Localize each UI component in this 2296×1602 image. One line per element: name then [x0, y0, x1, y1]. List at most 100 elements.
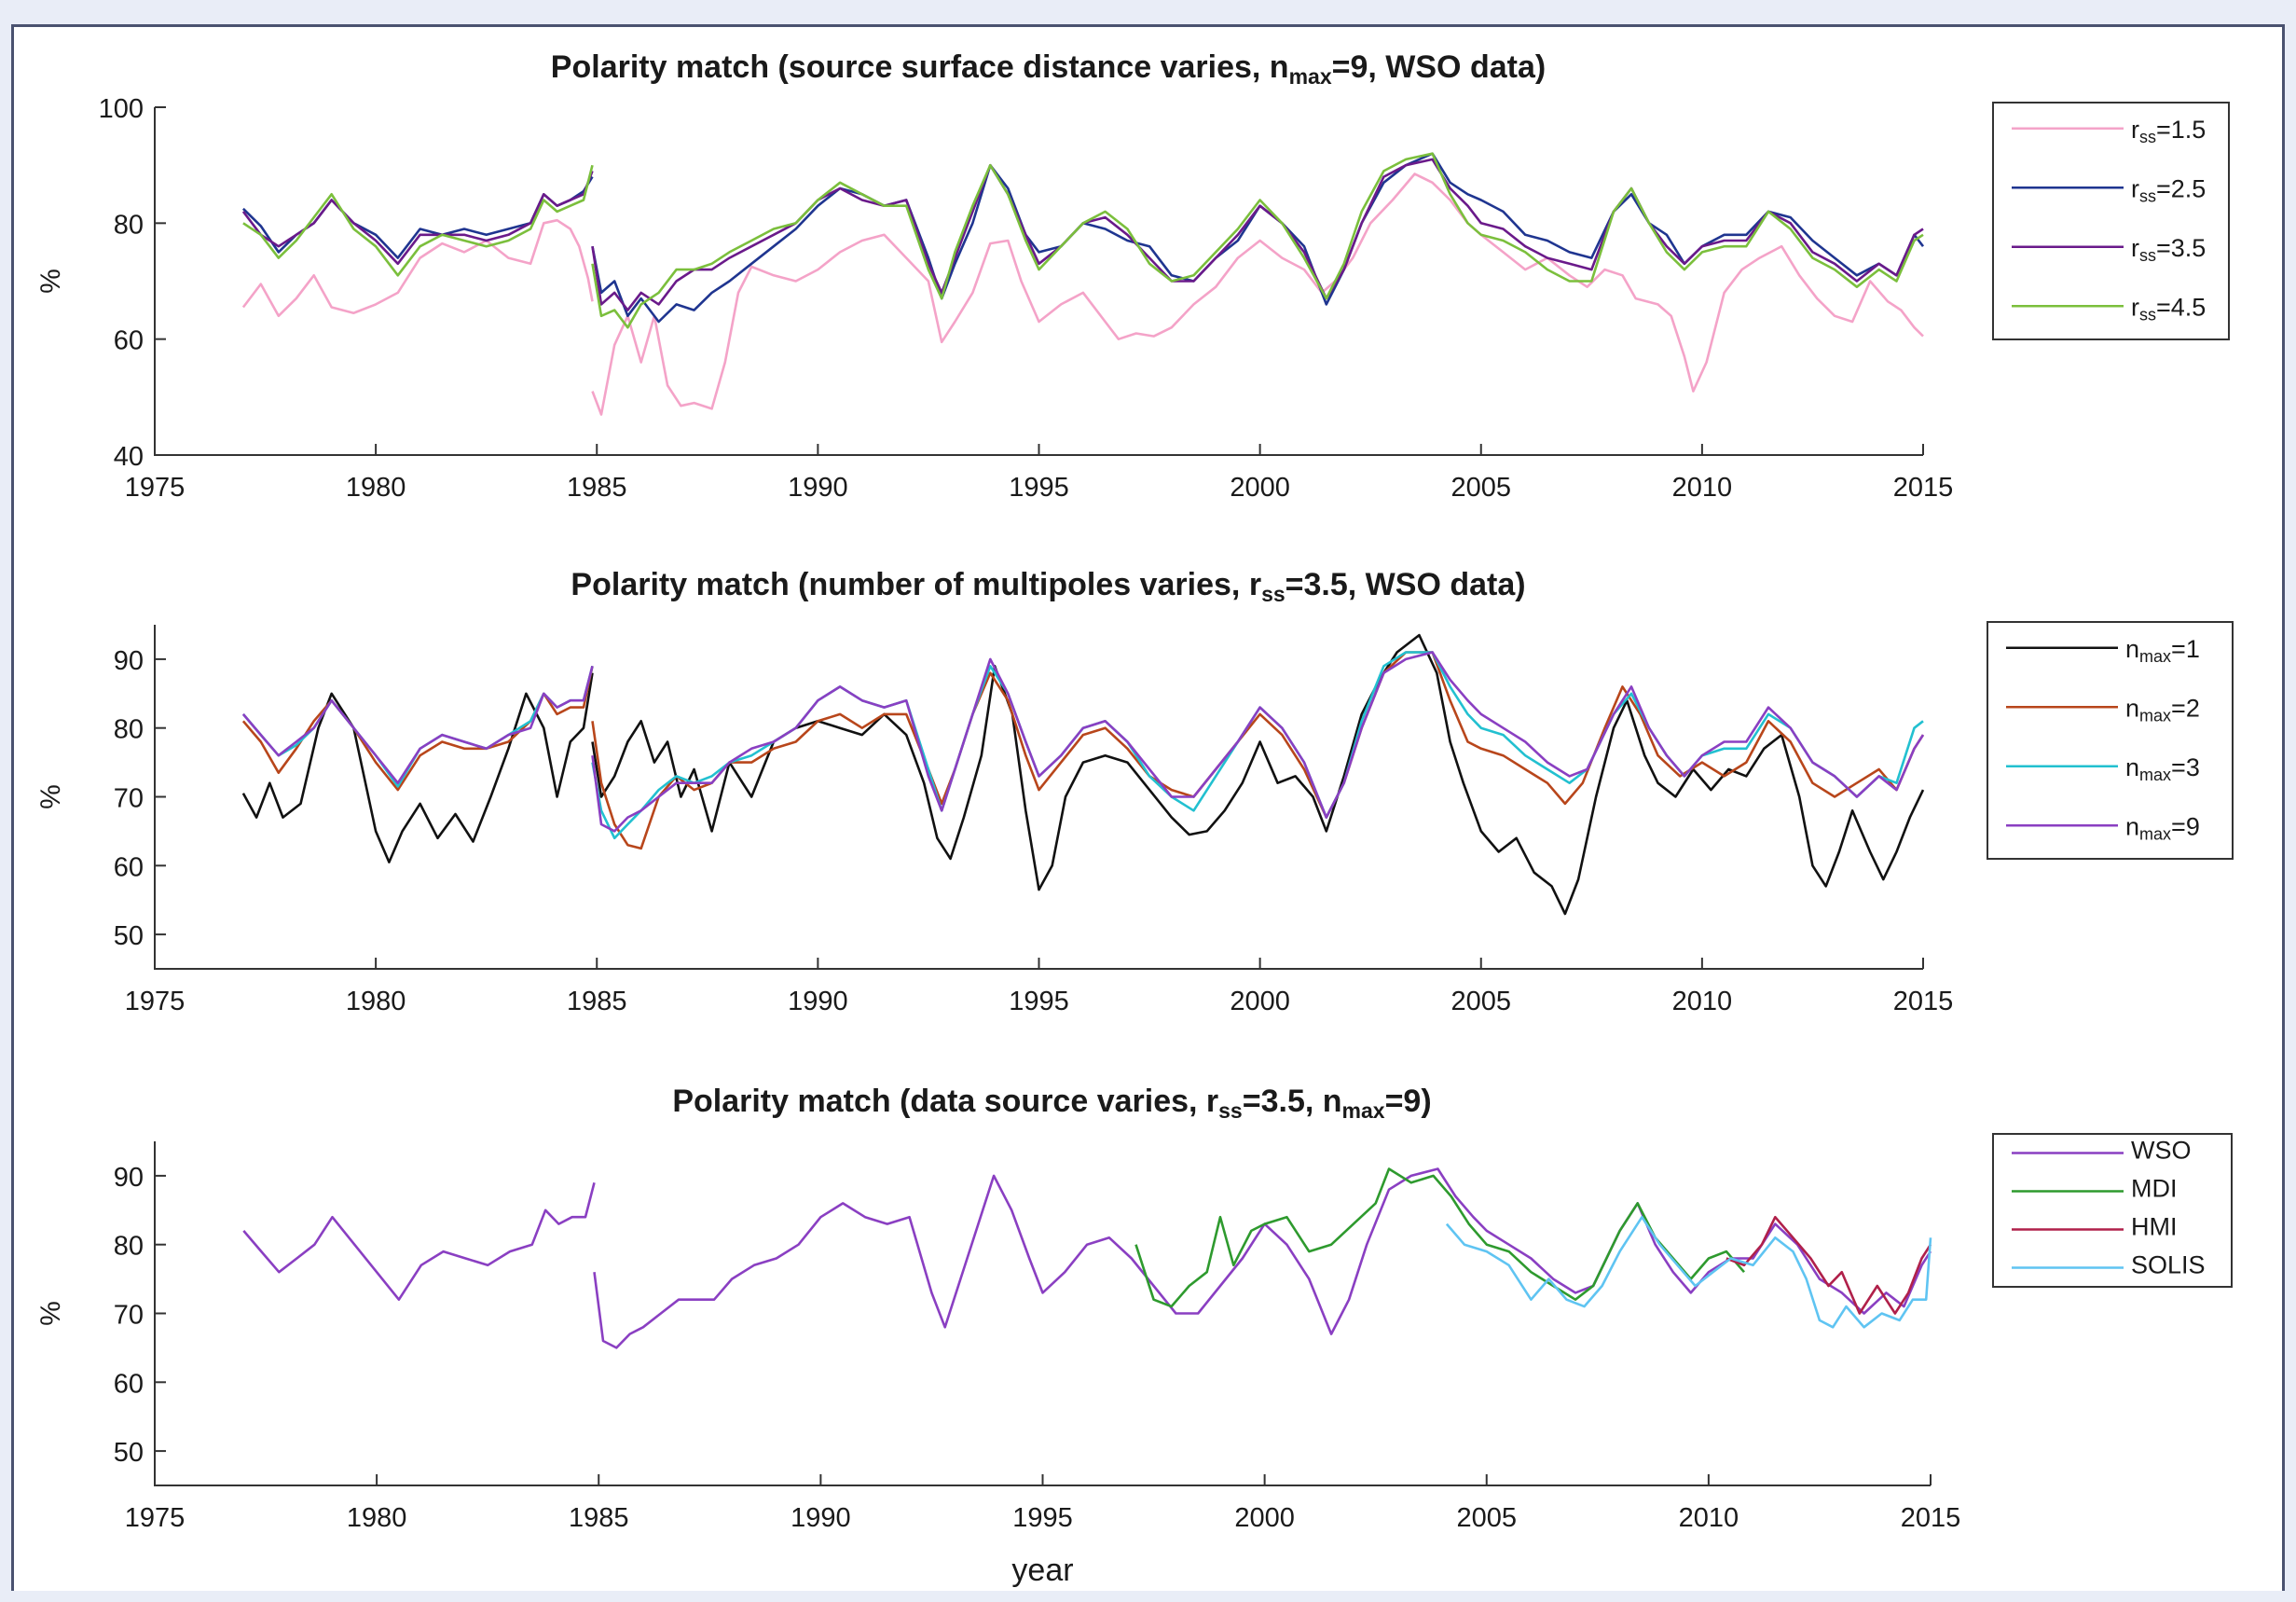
chart-panel-2: Polarity match (number of multipoles var… — [35, 567, 2234, 1016]
x-tick-label: 1985 — [567, 473, 627, 503]
series-line-segment — [591, 152, 1924, 329]
series-line-segment — [241, 672, 594, 863]
series-line-segment — [591, 173, 1924, 416]
series-line-segment — [241, 665, 594, 784]
chart-panel-1: Polarity match (source surface distance … — [35, 49, 2230, 503]
series-n9 — [241, 651, 1925, 833]
series-mdi — [1134, 1167, 1745, 1308]
y-tick-label: 70 — [114, 1301, 144, 1331]
series-line-segment — [1134, 1167, 1745, 1308]
y-tick-label: 90 — [114, 1163, 144, 1193]
series-line-segment — [591, 651, 1925, 850]
legend-entry-label: MDI — [2131, 1175, 2178, 1203]
y-tick-label: 60 — [114, 326, 144, 356]
x-tick-label: 1990 — [788, 473, 848, 503]
series-line-segment — [241, 218, 594, 318]
series-solis — [1445, 1215, 1932, 1329]
x-tick-label: 1990 — [788, 987, 848, 1016]
y-axis-label: % — [35, 784, 66, 809]
series-line-segment — [591, 158, 1924, 311]
legend-box — [1987, 621, 2234, 860]
figure-frame: Polarity match (source surface distance … — [11, 24, 2285, 1591]
y-tick-label: 60 — [114, 1369, 144, 1399]
figure-canvas: Polarity match (source surface distance … — [35, 49, 2234, 1588]
series-line-segment — [241, 665, 594, 788]
series-wso — [242, 1167, 1932, 1349]
legend-box — [1992, 102, 2230, 340]
legend-entry-label: rss=3.5 — [2131, 234, 2206, 265]
y-tick-label: 40 — [114, 442, 144, 472]
axes-lines — [154, 107, 1923, 456]
x-tick-label: 2000 — [1234, 1503, 1295, 1533]
y-axis-label: % — [35, 1301, 66, 1326]
x-tick-label: 1995 — [1012, 1503, 1073, 1533]
series-line-segment — [241, 175, 594, 259]
x-tick-label: 1995 — [1009, 473, 1069, 503]
legend-entry-label: nmax=3 — [2125, 753, 2200, 784]
chart-title: Polarity match (source surface distance … — [551, 49, 1546, 89]
x-tick-label: 1995 — [1009, 987, 1069, 1016]
series-n1 — [241, 633, 1925, 916]
y-axis-label: % — [35, 269, 66, 294]
axes-lines — [154, 1141, 1931, 1486]
y-tick-label: 90 — [114, 646, 144, 676]
x-tick-label: 1985 — [569, 1503, 629, 1533]
legend-entry-label: rss=1.5 — [2131, 116, 2206, 146]
x-tick-label: 1980 — [346, 473, 406, 503]
y-tick-label: 70 — [114, 784, 144, 814]
legend-entry-label: SOLIS — [2131, 1251, 2206, 1279]
series-line-segment — [1725, 1215, 1932, 1315]
legend-entry-label: nmax=1 — [2125, 635, 2200, 666]
x-tick-label: 2010 — [1672, 473, 1733, 503]
series-line-segment — [1445, 1215, 1932, 1329]
series-line-segment — [241, 666, 594, 792]
series-line-segment — [242, 1181, 596, 1301]
chart-title: Polarity match (number of multipoles var… — [571, 567, 1525, 606]
series-n2 — [241, 651, 1925, 850]
series-r4.5 — [242, 152, 1924, 329]
x-tick-label: 1975 — [125, 1503, 186, 1533]
legend-entry-label: nmax=9 — [2125, 812, 2200, 843]
legend: WSO MDI HMI SOLIS — [1992, 1133, 2233, 1288]
y-tick-label: 80 — [114, 715, 144, 745]
x-axis-label: year — [1011, 1553, 1073, 1588]
x-tick-label: 2015 — [1893, 473, 1954, 503]
series-hmi — [1725, 1215, 1932, 1315]
y-tick-label: 60 — [114, 852, 144, 882]
y-tick-label: 80 — [114, 1232, 144, 1262]
series-r1.5 — [241, 173, 1924, 416]
x-tick-label: 2010 — [1679, 1503, 1739, 1533]
series-line-segment — [242, 164, 594, 277]
axes-lines — [154, 625, 1923, 970]
legend-entry-label: nmax=2 — [2125, 694, 2200, 725]
chart-title: Polarity match (data source varies, rss=… — [672, 1084, 1431, 1123]
y-tick-label: 100 — [99, 94, 144, 124]
series-line-segment — [591, 651, 1925, 833]
series-line-segment — [241, 170, 594, 266]
y-tick-label: 80 — [114, 210, 144, 240]
x-tick-label: 1990 — [791, 1503, 851, 1533]
x-tick-label: 1975 — [125, 473, 186, 503]
legend: nmax=1 nmax=2 nmax=3 nmax=9 — [1987, 621, 2234, 860]
x-tick-label: 2015 — [1893, 987, 1954, 1016]
x-tick-label: 1985 — [567, 987, 627, 1016]
legend-entry-label: rss=2.5 — [2131, 174, 2206, 205]
x-tick-label: 2005 — [1450, 987, 1511, 1016]
x-tick-label: 2000 — [1230, 473, 1290, 503]
x-tick-label: 2000 — [1230, 987, 1290, 1016]
x-tick-label: 2005 — [1456, 1503, 1517, 1533]
legend-entry-label: HMI — [2131, 1213, 2178, 1241]
y-tick-label: 50 — [114, 1438, 144, 1468]
x-tick-label: 2015 — [1901, 1503, 1961, 1533]
legend: rss=1.5 rss=2.5 rss=3.5 rss=4.5 — [1992, 102, 2230, 340]
x-tick-label: 2005 — [1450, 473, 1511, 503]
x-tick-label: 1975 — [125, 987, 186, 1016]
x-tick-label: 1980 — [346, 987, 406, 1016]
x-tick-label: 1980 — [347, 1503, 407, 1533]
x-tick-label: 2010 — [1672, 987, 1733, 1016]
series-r3.5 — [241, 158, 1924, 311]
legend-box — [1992, 1133, 2233, 1288]
legend-entry-label: WSO — [2131, 1137, 2192, 1165]
y-tick-label: 50 — [114, 921, 144, 951]
legend-entry-label: rss=4.5 — [2131, 293, 2206, 324]
